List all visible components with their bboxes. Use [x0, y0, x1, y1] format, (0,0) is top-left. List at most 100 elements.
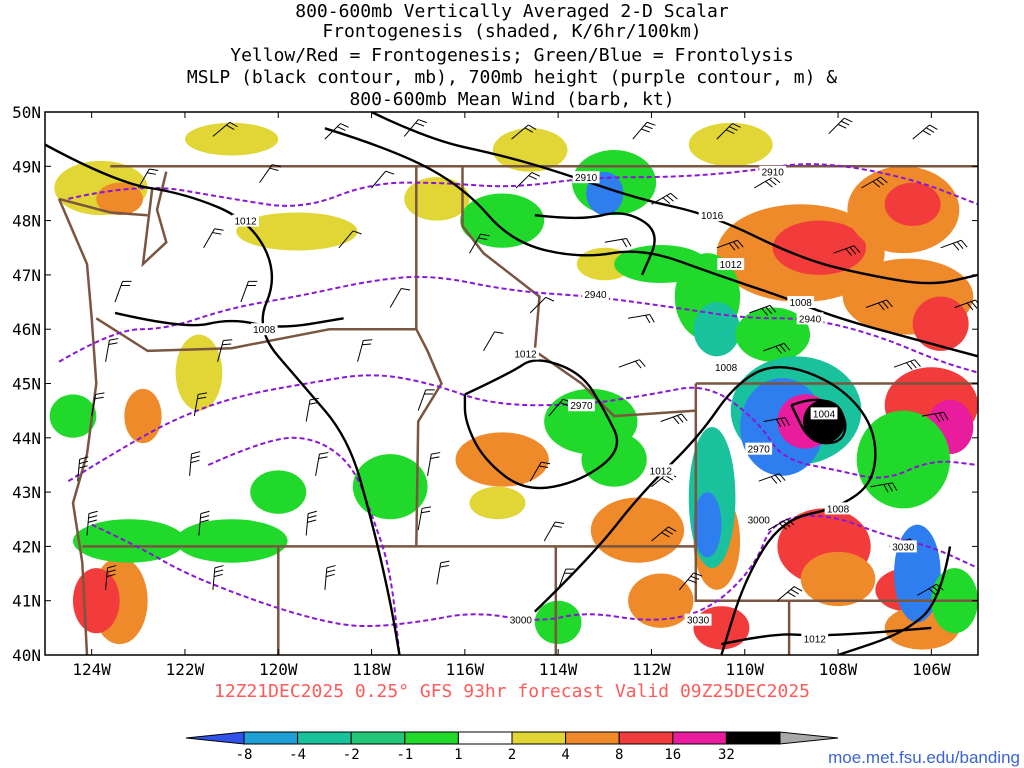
- shading-cell: [492, 128, 568, 172]
- barb-flag: [431, 452, 441, 455]
- barb-staff: [357, 340, 364, 362]
- barb-flag: [524, 127, 534, 133]
- barb-flag: [876, 178, 884, 186]
- wind-barb: [357, 339, 373, 362]
- barb-flag: [385, 170, 395, 175]
- barb-flag: [478, 237, 488, 241]
- state-border: [694, 383, 791, 655]
- barb-flag: [929, 124, 938, 130]
- shading-cell: [455, 432, 549, 487]
- contour-label-bg: [582, 287, 609, 300]
- barb-flag: [352, 230, 362, 235]
- barb-flag: [88, 515, 98, 519]
- barb-flag: [337, 126, 346, 131]
- barb-flag: [769, 178, 777, 186]
- shading-cell: [175, 334, 223, 411]
- contour-label-bg: [759, 165, 787, 178]
- barb-flag: [649, 314, 655, 323]
- shading-cell: [688, 122, 773, 167]
- barb-staff: [548, 398, 564, 417]
- lat-tick-label: 46N: [12, 320, 41, 339]
- barb-flag: [770, 476, 778, 484]
- barb-flag: [882, 301, 889, 309]
- barb-flag: [421, 506, 431, 509]
- barb-flag: [925, 127, 935, 133]
- wind-barb: [212, 565, 224, 590]
- lon-tick-label: 120W: [259, 660, 298, 679]
- lon-tick-label: 108W: [819, 660, 858, 679]
- wind-barb: [833, 245, 861, 256]
- contour-label-bg: [810, 407, 838, 420]
- lon-tick-label: 110W: [725, 660, 764, 679]
- barb-flag: [480, 233, 490, 237]
- barb-flag: [728, 242, 736, 251]
- contour-label-bg: [647, 464, 675, 477]
- colorbar-segment: [565, 731, 620, 745]
- credit-link[interactable]: moe.met.fsu.edu/banding: [828, 748, 1020, 767]
- barb-flag: [307, 519, 317, 523]
- wind-barb: [338, 230, 362, 249]
- barb-flag: [938, 412, 945, 422]
- barb-staff: [436, 562, 442, 585]
- mslp-contour: [370, 112, 978, 285]
- barb-staff: [417, 389, 427, 411]
- barb-flag: [307, 515, 317, 519]
- barb-flag: [880, 176, 888, 184]
- contour-label-bg: [250, 323, 278, 336]
- barb-flag: [269, 167, 279, 171]
- mslp-label: 1012: [804, 635, 827, 646]
- barb-flag: [307, 510, 317, 515]
- barb-flag: [732, 241, 740, 249]
- colorbar-segment: [297, 731, 352, 745]
- shading-cell: [124, 388, 162, 444]
- barb-flag: [191, 451, 201, 455]
- barb-staff: [767, 518, 788, 531]
- barb-flag: [439, 565, 449, 568]
- barb-staff: [557, 568, 567, 590]
- lon-tick-label: 114W: [539, 660, 578, 679]
- contour-label-bg: [787, 296, 815, 309]
- wind-barb: [917, 583, 944, 596]
- barb-flag: [664, 529, 674, 535]
- barb-staff: [870, 482, 893, 488]
- height-label: 2970: [570, 401, 593, 412]
- lat-tick-label: 42N: [12, 537, 41, 556]
- barb-staff: [861, 176, 881, 189]
- wind-barb: [679, 572, 703, 591]
- barb-flag: [934, 413, 940, 422]
- barb-flag: [769, 305, 777, 313]
- mslp-contour: [837, 546, 952, 655]
- barb-flag: [226, 124, 235, 131]
- contour-label-bg: [698, 209, 726, 222]
- wind-barb: [921, 411, 949, 422]
- barb-flag: [191, 455, 200, 459]
- barb-flag: [783, 520, 791, 528]
- barb-flag: [309, 397, 319, 401]
- colorbar-segment: [457, 731, 513, 745]
- barb-flag: [326, 569, 336, 573]
- barb-staff: [763, 342, 785, 352]
- barb-flag: [936, 583, 944, 591]
- mslp-label: 1012: [720, 260, 743, 271]
- barb-flag: [646, 121, 656, 126]
- barb-staff: [203, 228, 216, 249]
- height-label: 3000: [748, 515, 771, 526]
- barb-flag: [223, 339, 233, 342]
- barb-flag: [555, 521, 565, 524]
- barb-flag: [621, 238, 628, 248]
- state-borders: [57, 165, 978, 655]
- barb-flag: [531, 171, 541, 177]
- lat-tick-label: 40N: [12, 646, 41, 665]
- barb-flag: [222, 343, 232, 346]
- barb-flag: [787, 591, 796, 598]
- height-contour: [207, 436, 401, 655]
- contour-label-bg: [824, 502, 852, 515]
- barb-staff: [716, 239, 738, 249]
- barb-flag: [886, 299, 893, 308]
- barb-flag: [641, 128, 650, 133]
- lat-tick-label: 44N: [12, 429, 41, 448]
- lon-tick-label: 124W: [72, 660, 111, 679]
- barb-flag: [213, 573, 223, 578]
- mslp-label: 1012: [514, 350, 537, 361]
- wind-barb: [198, 510, 210, 536]
